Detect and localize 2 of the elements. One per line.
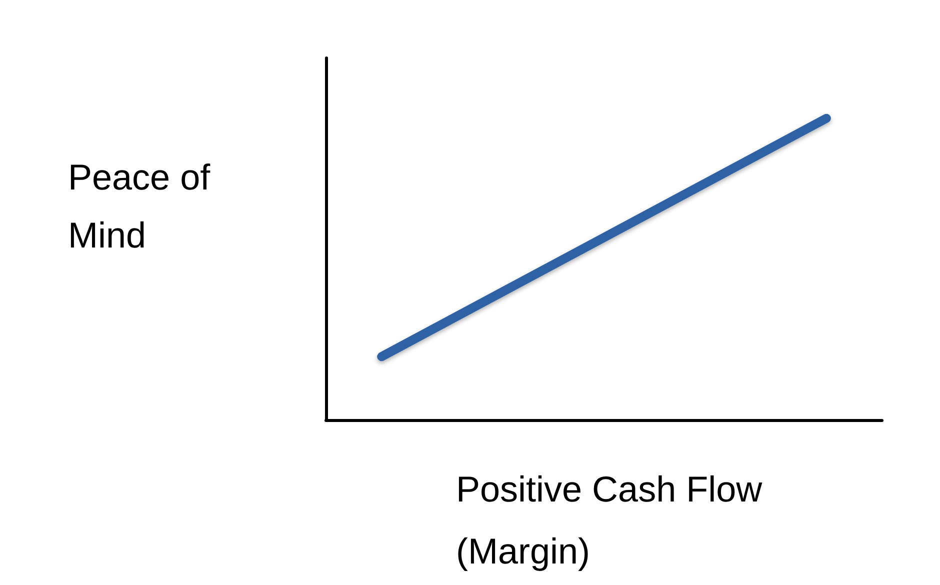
x-axis-title: Positive Cash Flow (Margin) bbox=[456, 468, 764, 572]
y-axis-title: Peace of Mind bbox=[68, 156, 212, 256]
